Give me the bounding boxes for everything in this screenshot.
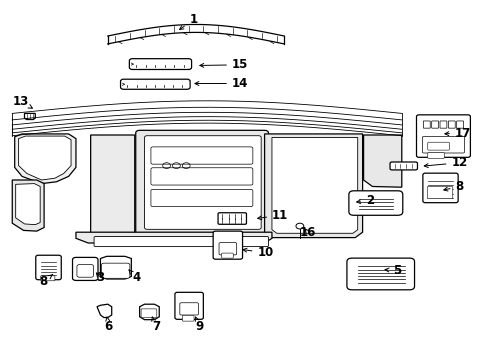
FancyBboxPatch shape — [213, 231, 243, 259]
FancyBboxPatch shape — [457, 121, 464, 128]
Polygon shape — [272, 138, 358, 233]
FancyBboxPatch shape — [145, 136, 261, 229]
FancyBboxPatch shape — [416, 115, 470, 157]
Text: 5: 5 — [385, 264, 401, 277]
FancyBboxPatch shape — [428, 153, 444, 158]
FancyBboxPatch shape — [141, 309, 157, 318]
Polygon shape — [16, 184, 40, 225]
FancyBboxPatch shape — [175, 292, 203, 319]
FancyBboxPatch shape — [349, 191, 403, 215]
Polygon shape — [12, 180, 44, 231]
Circle shape — [296, 223, 304, 229]
Text: 1: 1 — [179, 13, 197, 30]
FancyBboxPatch shape — [182, 315, 194, 321]
FancyBboxPatch shape — [36, 255, 61, 280]
FancyBboxPatch shape — [422, 136, 465, 153]
Text: 3: 3 — [97, 271, 104, 284]
FancyBboxPatch shape — [448, 121, 455, 128]
Text: 15: 15 — [200, 58, 248, 71]
FancyBboxPatch shape — [423, 121, 430, 128]
Polygon shape — [15, 134, 76, 184]
Text: 8: 8 — [444, 180, 464, 193]
Polygon shape — [24, 113, 35, 120]
FancyBboxPatch shape — [101, 263, 130, 278]
FancyBboxPatch shape — [180, 303, 198, 315]
FancyBboxPatch shape — [41, 276, 55, 281]
FancyBboxPatch shape — [219, 243, 237, 255]
FancyBboxPatch shape — [94, 237, 269, 247]
Text: 17: 17 — [445, 127, 471, 140]
Text: 11: 11 — [258, 209, 289, 222]
FancyBboxPatch shape — [121, 79, 190, 89]
Text: 4: 4 — [129, 270, 140, 284]
FancyBboxPatch shape — [129, 59, 192, 69]
FancyBboxPatch shape — [136, 130, 269, 235]
Text: 9: 9 — [196, 317, 204, 333]
Polygon shape — [76, 232, 272, 243]
Text: 14: 14 — [195, 77, 248, 90]
FancyBboxPatch shape — [151, 168, 253, 185]
Text: 7: 7 — [152, 317, 160, 333]
Polygon shape — [97, 304, 112, 318]
Polygon shape — [19, 136, 71, 180]
FancyBboxPatch shape — [428, 142, 449, 150]
Text: 8: 8 — [39, 275, 52, 288]
FancyBboxPatch shape — [151, 147, 253, 164]
FancyBboxPatch shape — [218, 213, 246, 224]
Polygon shape — [100, 256, 131, 279]
Polygon shape — [140, 304, 159, 320]
Text: 12: 12 — [424, 156, 468, 169]
FancyBboxPatch shape — [432, 121, 439, 128]
FancyBboxPatch shape — [73, 257, 98, 280]
FancyBboxPatch shape — [347, 258, 415, 290]
Text: 13: 13 — [12, 95, 32, 108]
FancyBboxPatch shape — [221, 253, 233, 258]
Text: 2: 2 — [357, 194, 374, 207]
FancyBboxPatch shape — [390, 162, 417, 170]
Polygon shape — [265, 134, 363, 238]
Text: 6: 6 — [105, 317, 113, 333]
Polygon shape — [364, 135, 402, 187]
Polygon shape — [91, 135, 135, 241]
Text: 16: 16 — [299, 226, 316, 239]
FancyBboxPatch shape — [77, 265, 94, 277]
FancyBboxPatch shape — [427, 186, 453, 199]
Text: 10: 10 — [243, 246, 274, 259]
FancyBboxPatch shape — [440, 121, 447, 128]
FancyBboxPatch shape — [151, 189, 253, 207]
FancyBboxPatch shape — [423, 173, 458, 203]
